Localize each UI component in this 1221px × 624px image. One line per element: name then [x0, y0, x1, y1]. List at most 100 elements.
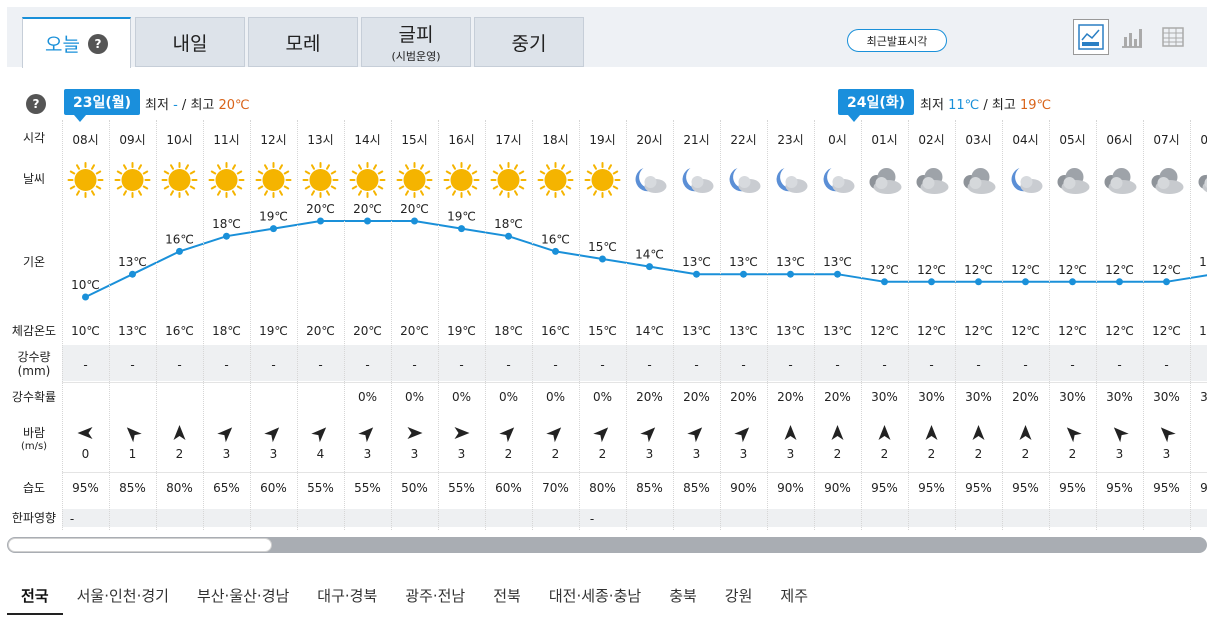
tab-tomorrow-label: 내일 — [172, 32, 208, 55]
moon-icon — [1011, 168, 1043, 193]
table-view-button[interactable] — [1155, 19, 1191, 55]
tab-three-days-sub: (시범운영) — [391, 50, 441, 63]
bar-chart-icon — [1122, 29, 1142, 48]
help-icon[interactable]: ? — [87, 33, 108, 54]
wind-speed-value: 3 — [1115, 447, 1124, 461]
hour-label: 19시 — [589, 133, 616, 147]
sun-icon — [208, 162, 245, 198]
temperature-point — [1069, 278, 1076, 286]
rain-amount-value: - — [365, 358, 370, 372]
temperature-label: 16℃ — [165, 232, 194, 246]
feels-like-value: 20℃ — [400, 324, 429, 338]
temperature-point — [928, 278, 935, 286]
region-tab[interactable]: 서울·인천·경기 — [76, 587, 169, 605]
wind-arrow-icon — [734, 427, 750, 443]
sun-icon — [67, 162, 104, 198]
rain-prob-value: 30% — [1106, 390, 1133, 404]
temperature-point — [552, 247, 559, 255]
tab-three-days-label: 글피 — [398, 24, 434, 46]
feels-like-value: 12℃ — [1011, 324, 1040, 338]
region-tab[interactable]: 대전·세종·충남 — [548, 587, 642, 605]
feels-like-value: 12℃ — [1152, 324, 1181, 338]
rain-prob-value: 0% — [592, 390, 613, 404]
row-label-humidity: 습도 — [22, 481, 46, 495]
sun-icon — [255, 162, 292, 198]
region-tab[interactable]: 전국 — [7, 585, 63, 615]
temperature-label: 13℃ — [1199, 255, 1207, 269]
region-tab[interactable]: 전북 — [493, 587, 521, 605]
feels-like-value: 12℃ — [964, 324, 993, 338]
hour-label: 04시 — [1012, 133, 1039, 147]
tab-day-after[interactable]: 모레 — [248, 17, 358, 67]
humidity-value: 85% — [119, 481, 146, 495]
feels-like-value: 14℃ — [635, 324, 664, 338]
grid-line — [861, 120, 862, 530]
temperature-point — [975, 278, 982, 286]
region-tab[interactable]: 충북 — [669, 587, 697, 605]
region-tab[interactable]: 대구·경북 — [317, 587, 378, 605]
hour-label: 17시 — [495, 133, 522, 147]
divider — [62, 382, 1207, 383]
grid-line — [626, 120, 627, 530]
humidity-value: 55% — [307, 481, 334, 495]
wind-arrow-icon — [687, 427, 703, 443]
tab-three-days[interactable]: 글피 (시범운영) — [361, 17, 471, 67]
rain-amount-value: - — [1117, 358, 1122, 372]
region-tab[interactable]: 강원 — [724, 587, 753, 605]
rain-amount-value: - — [976, 358, 981, 372]
cloud-icon — [1057, 168, 1090, 194]
wind-speed-value: 2 — [504, 447, 513, 461]
wind-unit: (m/s) — [20, 441, 48, 452]
scrollbar-thumb[interactable] — [8, 538, 272, 552]
wind-arrow-icon — [264, 427, 280, 443]
horizontal-scrollbar[interactable] — [7, 537, 1207, 553]
recent-issue-button[interactable]: 최근발표시각 — [847, 29, 947, 52]
tab-tomorrow[interactable]: 내일 — [135, 17, 245, 67]
help-icon[interactable]: ? — [26, 94, 46, 114]
feels-like-value: 12℃ — [1058, 324, 1087, 338]
tab-today-label: 오늘 — [45, 34, 80, 56]
feels-like-value: 16℃ — [165, 324, 194, 338]
temperature-point — [1116, 278, 1123, 286]
region-tab[interactable]: 제주 — [780, 587, 809, 605]
rain-amount-value: - — [788, 358, 793, 372]
region-tab[interactable]: 광주·전남 — [405, 587, 466, 605]
temperature-label: 13℃ — [823, 255, 852, 269]
temperature-label: 19℃ — [259, 210, 288, 224]
cloud-icon — [963, 168, 996, 194]
wind-arrow-icon — [640, 427, 656, 443]
rain-amount-value: - — [1070, 358, 1075, 372]
hour-label: 05시 — [1059, 133, 1086, 147]
bar-view-button[interactable] — [1114, 19, 1150, 55]
day1-max-label: 최고 — [190, 98, 215, 113]
rain-amount-value: - — [553, 358, 558, 372]
sun-icon — [443, 162, 480, 198]
moon-icon — [776, 168, 808, 193]
wind-speed-value: 2 — [598, 447, 607, 461]
wind-arrow-icon — [217, 427, 233, 443]
grid-line — [203, 120, 204, 530]
graph-view-button[interactable] — [1073, 19, 1109, 55]
hour-label: 21시 — [683, 133, 710, 147]
wind-arrow-icon — [831, 425, 844, 440]
rain-amount-value: - — [1164, 358, 1169, 372]
hour-label: 0시 — [828, 133, 847, 147]
cloud-icon — [1151, 168, 1184, 194]
hour-label: 15시 — [401, 133, 428, 147]
wind-arrow-icon — [546, 427, 562, 443]
moon-icon — [823, 168, 855, 193]
temperature-label: 12℃ — [1152, 263, 1181, 277]
tab-today[interactable]: 오늘 ? — [22, 17, 131, 68]
wind-arrow-icon — [878, 425, 891, 440]
humidity-value: 85% — [636, 481, 663, 495]
hour-label: 08시 — [72, 133, 99, 147]
feels-like-value: 12℃ — [870, 324, 899, 338]
wind-speed-value: 2 — [833, 447, 842, 461]
forecast-grid[interactable]: - - 10℃ 13℃ 16℃ 18℃ 19℃ 20℃ 20℃ 20℃ 19℃ 18℃ 16℃ 15℃… — [62, 120, 1207, 530]
region-tab[interactable]: 부산·울산·경남 — [196, 587, 290, 605]
tab-day-after-label: 모레 — [285, 32, 321, 55]
tab-mid-term[interactable]: 중기 — [474, 17, 584, 67]
grid-line — [391, 120, 392, 530]
rain-prob-value: 0% — [451, 390, 472, 404]
rain-prob-value: 30% — [1200, 390, 1207, 404]
